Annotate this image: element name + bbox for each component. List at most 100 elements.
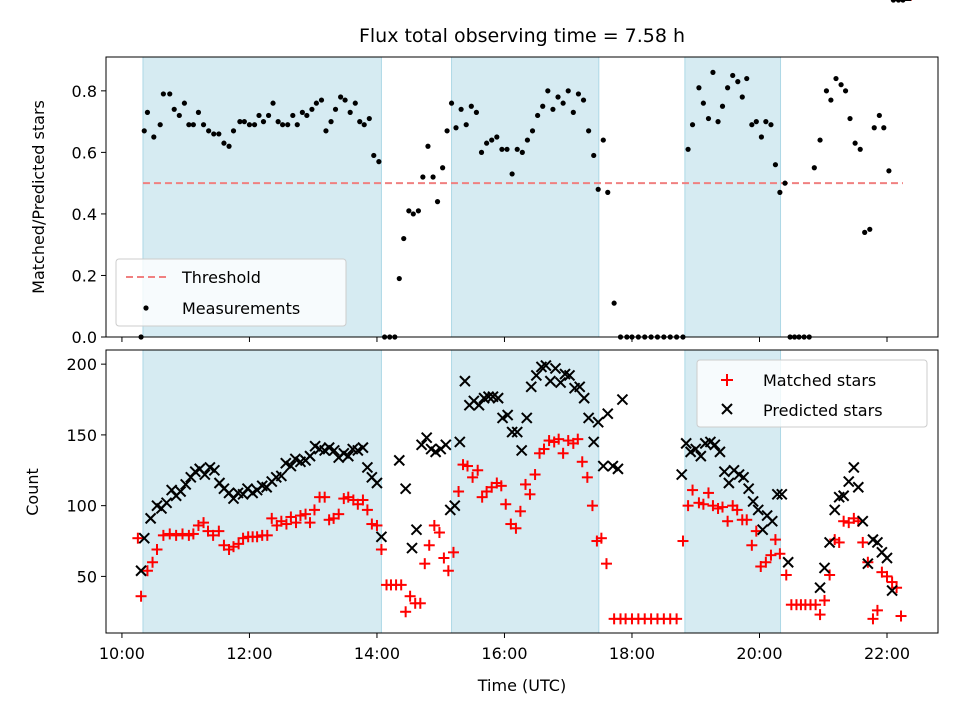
matched-stars-marker [266,512,278,524]
predicted-stars-marker [501,409,514,421]
x-stroke [425,443,437,455]
predicted-stars-marker [275,470,288,482]
x-stroke [415,439,428,451]
matched-stars-marker [741,514,753,526]
matched-stars-marker [867,613,879,625]
measurement-point [342,97,348,103]
matched-stars-marker [251,531,263,543]
measurement-point [833,75,839,82]
matched-stars-marker [581,471,593,483]
bottom-y-axis-label: Count [23,468,42,516]
measurement-point [141,128,147,134]
x-stroke [487,390,499,403]
matched-stars-marker [682,500,694,512]
chart-title: Flux total observing time = 7.58 h [359,25,685,47]
measurement-point [570,109,576,115]
predicted-stars-marker [342,450,354,462]
measurement-point [565,88,571,94]
x-stroke [138,532,150,544]
predicted-stars-marker [747,495,759,508]
measurement-point [200,122,207,128]
matched-stars-marker [886,576,898,588]
x-stroke [886,584,898,597]
matched-stars-marker [294,510,306,522]
x-tick-label: 10:00 [99,644,145,663]
measurement-point [309,106,315,112]
measurement-point [144,109,151,115]
predicted-stars-marker [881,552,893,564]
x-stroke [393,454,405,467]
predicted-stars-marker [328,444,340,457]
predicted-stars-marker [766,515,778,527]
measurement-point [852,140,858,146]
measurement-point [332,106,339,112]
x-tick-label: 18:00 [609,644,655,663]
measurement-point [420,174,426,180]
measurement-point [265,112,272,119]
matched-stars-marker [524,488,536,500]
matched-stars-marker [300,508,312,520]
matched-stars-marker [881,570,893,582]
matched-stars-marker [510,522,522,534]
predicted-stars-points [135,0,912,597]
matched-stars-marker [233,538,245,550]
x-stroke [375,531,388,543]
x-stroke [871,536,884,549]
predicted-stars-marker [756,523,769,536]
predicted-stars-marker [530,369,543,382]
legend-matched-label: Matched stars [763,371,876,390]
matched-stars-marker [442,565,454,577]
x-stroke [342,450,354,462]
x-stroke [285,460,297,472]
predicted-stars-marker [208,464,221,476]
matched-stars-marker [774,548,786,560]
predicted-stars-marker [375,531,388,543]
measurement-point [540,103,546,109]
x-stroke [612,463,624,475]
matched-stars-marker [308,504,320,516]
x-stroke [280,457,292,469]
matched-stars-marker [375,544,387,556]
matched-stars-marker [400,606,412,618]
matched-stars-marker [476,491,488,503]
predicted-stars-marker [675,468,688,481]
x-stroke [530,369,543,382]
matched-stars-marker [447,546,459,558]
x-stroke [410,523,423,536]
measurement-point [560,100,566,106]
x-stroke [597,460,609,472]
x-stroke [501,409,514,421]
x-stroke [718,465,731,478]
predicted-stars-marker [857,515,869,527]
measurement-point [828,97,834,103]
measurement-point [260,119,267,125]
matched-stars-marker [576,456,588,468]
matched-stars-marker [290,517,302,529]
x-stroke [818,562,831,574]
measurement-point [484,140,490,146]
predicted-stars-marker [582,412,595,424]
y-tick-label: 0.0 [72,328,97,347]
x-stroke [616,393,629,406]
matched-stars-marker [187,528,199,540]
x-stroke [843,475,855,488]
predicted-stars-marker [393,454,405,467]
matched-stars-marker [671,613,683,625]
y-tick-label: 50 [77,567,97,586]
matched-stars-marker [687,484,699,496]
measurement-point [299,109,305,115]
matched-stars-marker [404,590,416,602]
matched-stars-marker [595,532,607,544]
matched-stars-marker [453,486,465,497]
top-legend-box [115,258,347,327]
top-axes-frame [105,56,939,338]
x-stroke [756,523,769,536]
matched-stars-marker [702,487,714,499]
measurement-point [458,106,464,112]
x-stroke [289,453,302,465]
predicted-stars-marker [718,465,731,478]
measurement-point [504,146,510,152]
x-stroke [709,439,721,451]
matched-stars-marker [495,480,507,492]
